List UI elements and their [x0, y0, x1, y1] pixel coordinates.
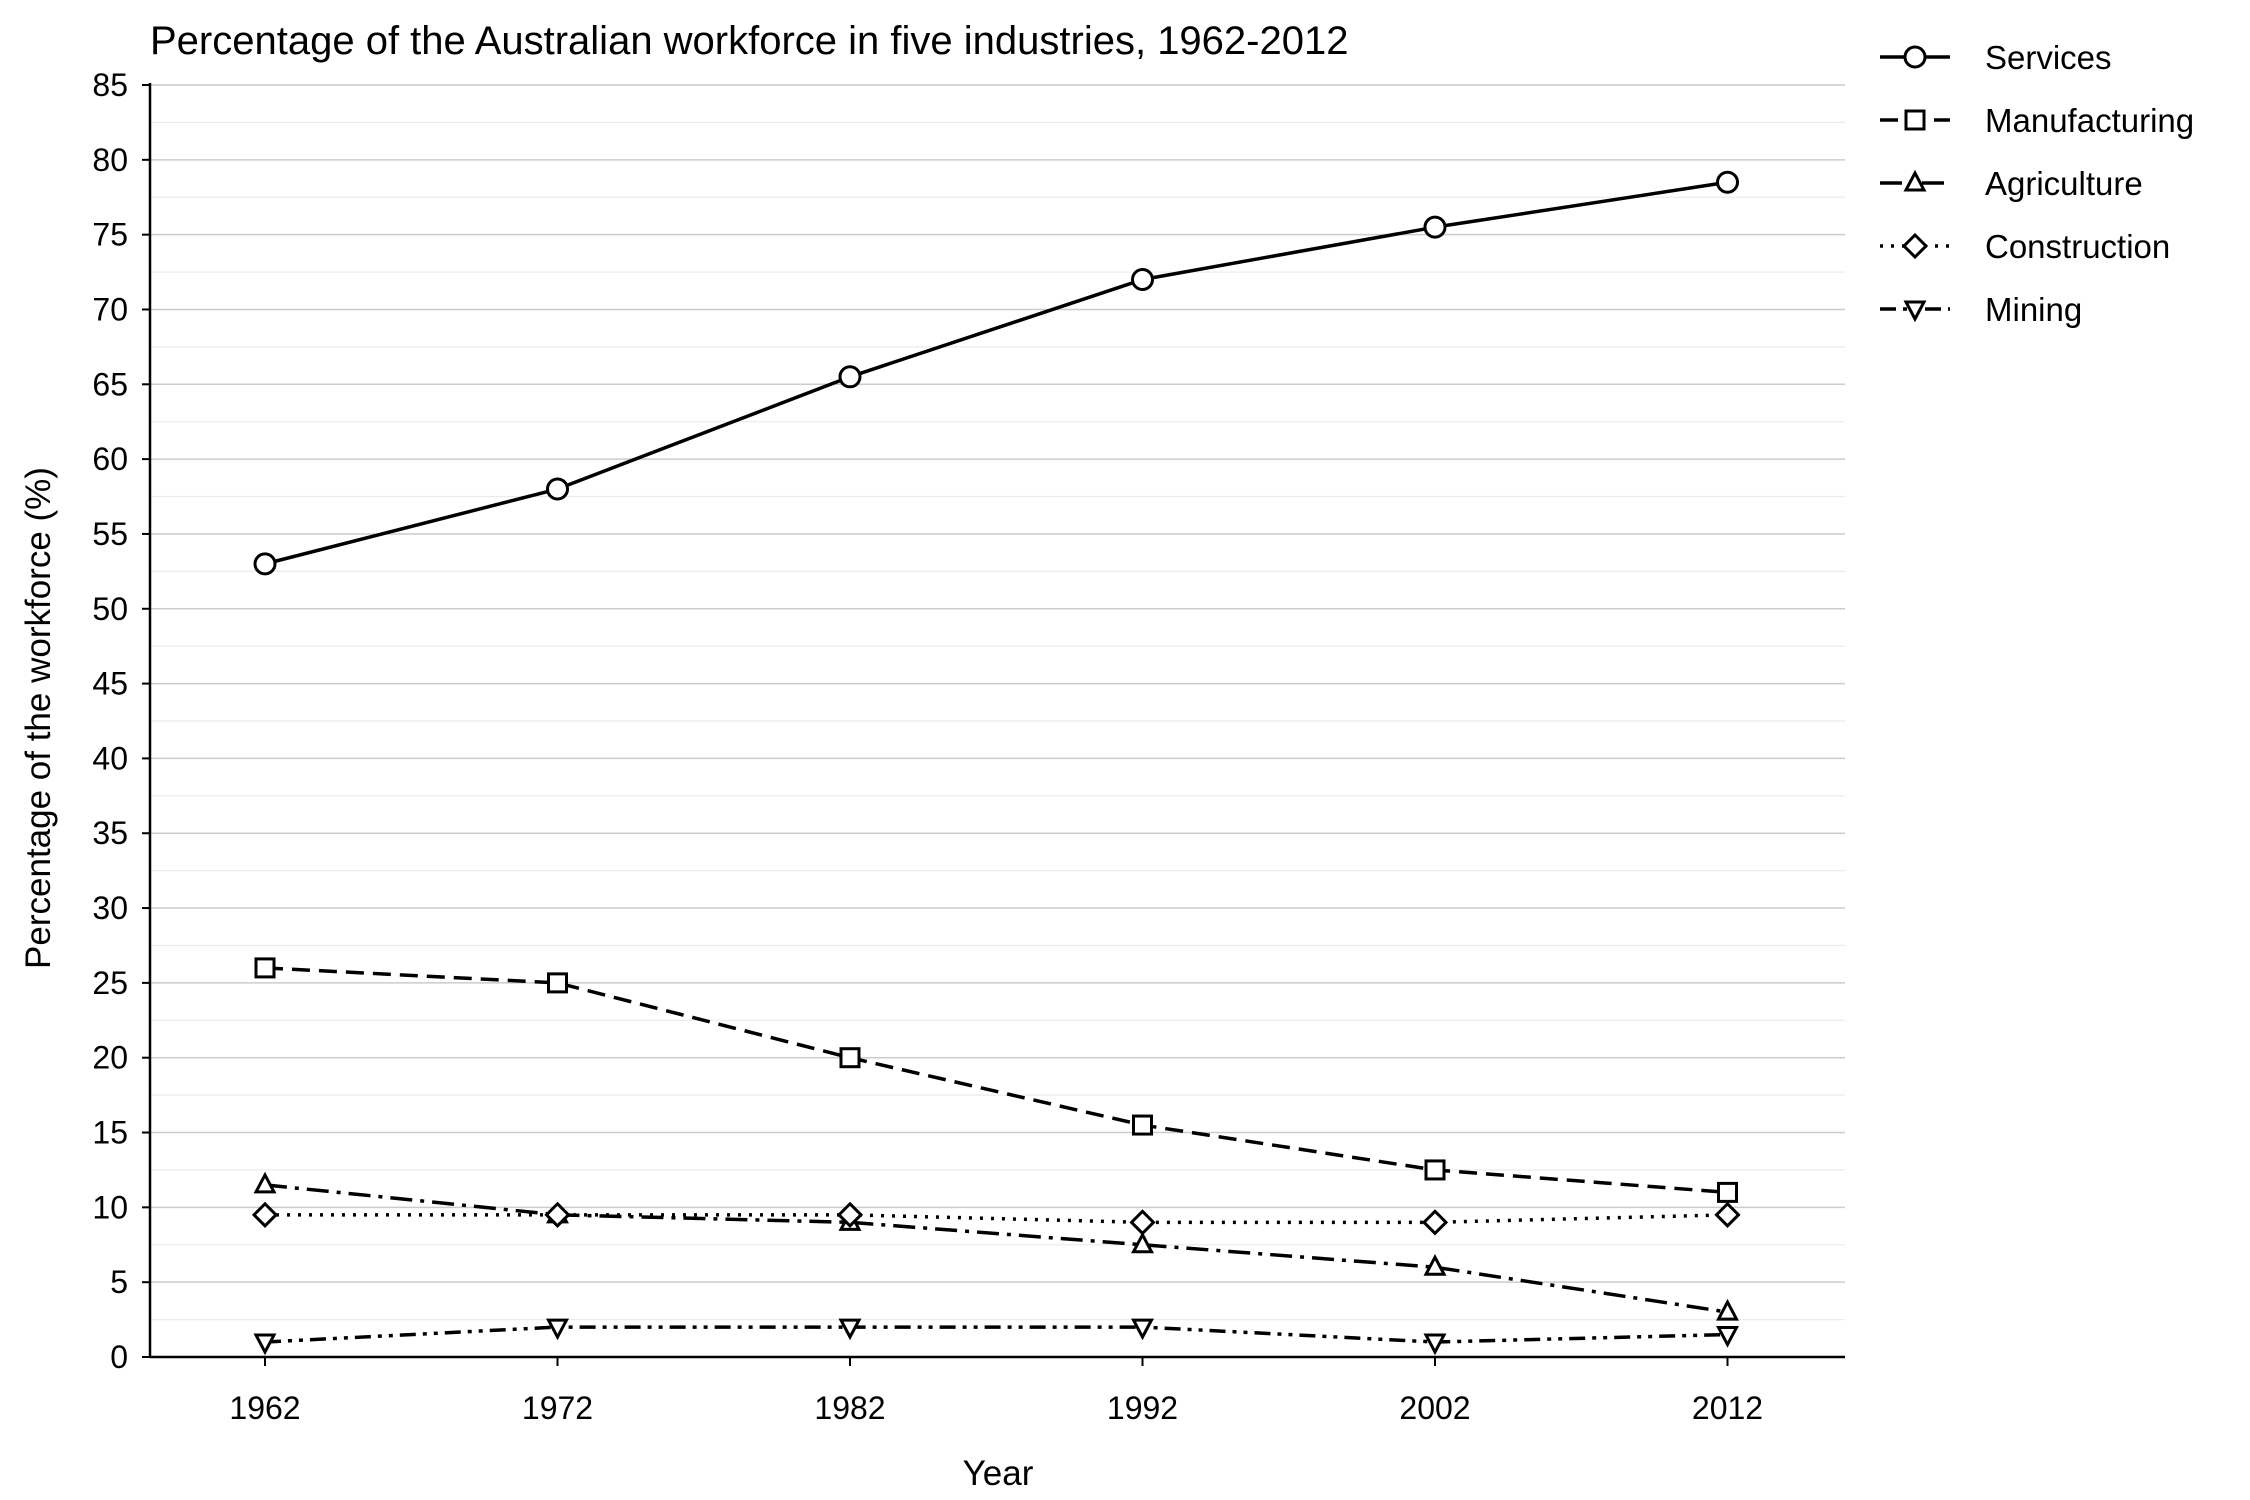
data-point-manufacturing [1132, 1114, 1153, 1136]
series-line-services [264, 180, 1728, 566]
legend: Services Manufacturing Agriculture Construc… [1880, 39, 2194, 328]
data-point-construction [544, 1201, 571, 1228]
series-construction [251, 1201, 1741, 1236]
y-tick-label: 20 [92, 1040, 128, 1076]
x-tick-label: 2012 [1692, 1390, 1763, 1426]
y-tick-label: 10 [92, 1189, 128, 1225]
data-point-mining [838, 1318, 862, 1341]
legend-item-services: Services [1880, 39, 2112, 76]
y-tick-label: 75 [92, 217, 128, 253]
y-axis-ticks: 0 5 10 15 20 25 30 35 40 45 50 55 60 65 70 75 80 85 [92, 67, 150, 1375]
data-point-mining [1716, 1326, 1739, 1348]
x-axis-label: Year [963, 1454, 1034, 1493]
data-point-manufacturing [839, 1047, 861, 1069]
x-tick-label: 1972 [522, 1390, 593, 1426]
data-point-agriculture [1423, 1254, 1447, 1276]
x-tick-label: 1962 [229, 1390, 300, 1426]
legend-item-construction: Construction [1880, 228, 2170, 265]
data-point-services [838, 365, 862, 389]
y-tick-label: 50 [92, 591, 128, 627]
legend-marker-construction [1901, 232, 1929, 260]
legend-label-manufacturing: Manufacturing [1985, 102, 2194, 139]
y-tick-label: 30 [92, 890, 128, 926]
data-point-manufacturing [547, 972, 568, 994]
legend-label-construction: Construction [1985, 228, 2170, 265]
data-point-construction [1714, 1201, 1741, 1228]
series-line-mining [264, 1325, 1728, 1344]
series-line-construction [265, 1213, 1728, 1225]
legend-item-agriculture: Agriculture [1880, 165, 2143, 202]
y-tick-label: 45 [92, 666, 128, 702]
data-point-mining [1423, 1333, 1447, 1356]
gridlines [150, 84, 1845, 1321]
y-tick-label: 35 [92, 815, 128, 851]
data-point-construction [251, 1201, 279, 1228]
legend-marker-manufacturing [1904, 109, 1926, 131]
legend-marker-services [1903, 45, 1927, 69]
chart-title: Percentage of the Australian workforce i… [150, 19, 1348, 63]
x-tick-label: 1982 [814, 1390, 885, 1426]
series-services [253, 170, 1739, 576]
series-group [251, 170, 1741, 1356]
y-axis-label: Percentage of the workforce (%) [19, 467, 58, 969]
x-axis-ticks: 1962 1972 1982 1992 2002 2012 [229, 1357, 1763, 1426]
data-point-services [253, 552, 277, 576]
series-manufacturing [254, 957, 1738, 1203]
series-mining [253, 1318, 1739, 1356]
data-point-services [1716, 170, 1739, 194]
legend-marker-mining [1903, 300, 1927, 323]
y-tick-label: 85 [92, 67, 128, 103]
data-point-manufacturing [254, 957, 276, 979]
axes [148, 83, 1845, 1359]
y-tick-label: 80 [92, 142, 128, 178]
y-tick-label: 65 [92, 366, 128, 402]
series-line-manufacturing [264, 966, 1728, 1195]
legend-label-mining: Mining [1985, 291, 2082, 328]
legend-label-agriculture: Agriculture [1985, 165, 2143, 202]
data-point-mining [546, 1318, 569, 1341]
legend-item-manufacturing: Manufacturing [1880, 102, 2194, 139]
series-line-agriculture [264, 1183, 1728, 1314]
data-point-construction [836, 1201, 864, 1228]
legend-item-mining: Mining [1880, 291, 2082, 328]
data-point-agriculture [1131, 1231, 1154, 1254]
x-tick-label: 1992 [1107, 1390, 1178, 1426]
data-point-manufacturing [1717, 1181, 1738, 1203]
data-point-mining [253, 1333, 277, 1356]
data-point-construction [1129, 1209, 1156, 1236]
data-point-manufacturing [1424, 1159, 1446, 1181]
y-tick-label: 15 [92, 1115, 128, 1151]
series-agriculture [253, 1171, 1739, 1321]
y-tick-label: 60 [92, 441, 128, 477]
data-point-construction [1421, 1209, 1449, 1236]
data-point-services [1131, 268, 1154, 292]
x-tick-label: 2002 [1399, 1390, 1470, 1426]
y-tick-label: 70 [92, 291, 128, 327]
y-tick-label: 5 [110, 1264, 128, 1300]
y-tick-label: 40 [92, 740, 128, 776]
data-point-mining [1131, 1318, 1154, 1341]
y-tick-label: 55 [92, 516, 128, 552]
data-point-agriculture [1716, 1298, 1739, 1321]
data-point-services [546, 477, 569, 501]
legend-marker-agriculture [1903, 169, 1927, 192]
data-point-services [1423, 215, 1447, 239]
data-point-agriculture [253, 1171, 277, 1194]
y-tick-label: 25 [92, 965, 128, 1001]
legend-label-services: Services [1985, 39, 2112, 76]
y-tick-label: 0 [110, 1339, 128, 1375]
